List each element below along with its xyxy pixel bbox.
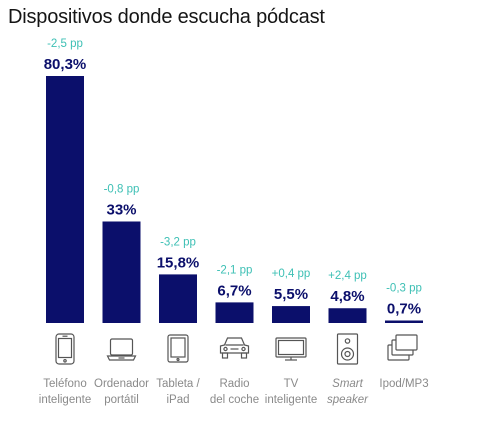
- change-label-2: -0,8 pp: [104, 183, 140, 195]
- change-label-3: -3,2 pp: [160, 236, 196, 248]
- bar-4: [215, 302, 254, 323]
- bar-2: [102, 221, 141, 323]
- chart-title: Dispositivos donde escucha pódcast: [8, 6, 325, 28]
- speaker-icon: [336, 333, 359, 365]
- category-label-6: Smart speaker: [327, 378, 368, 406]
- change-label-1: -2,5 pp: [47, 38, 83, 50]
- value-label-3: 15,8%: [157, 254, 200, 271]
- bar-3: [159, 274, 197, 323]
- bar-7: [385, 320, 423, 323]
- change-label-6: +2,4 pp: [328, 270, 367, 282]
- tablet-icon: [167, 334, 189, 363]
- bar-1: [46, 76, 84, 323]
- category-label-4: Radio del coche: [209, 378, 260, 406]
- value-label-2: 33%: [106, 201, 136, 218]
- change-label-4: -2,1 pp: [217, 264, 253, 276]
- tv-icon: [275, 337, 307, 361]
- category-label-2: Ordenador portátil: [94, 378, 149, 406]
- value-label-5: 5,5%: [274, 286, 308, 303]
- category-label-5: TV inteligente: [264, 378, 318, 406]
- value-label-1: 80,3%: [44, 56, 87, 73]
- car-icon: [219, 337, 250, 359]
- bar-6: [328, 308, 367, 323]
- change-label-7: -0,3 pp: [386, 283, 422, 295]
- category-label-7: Ipod/MP3: [379, 378, 429, 390]
- bar-5: [272, 306, 310, 323]
- smartphone-icon: [55, 333, 75, 365]
- category-label-1: Teléfono inteligente: [38, 378, 92, 406]
- change-label-5: +0,4 pp: [272, 268, 311, 280]
- laptop-icon: [106, 338, 137, 361]
- value-label-6: 4,8%: [330, 288, 364, 305]
- mp3-player-icon: [387, 334, 418, 361]
- category-label-3: Tableta / iPad: [156, 378, 200, 406]
- value-label-7: 0,7%: [387, 301, 421, 318]
- value-label-4: 6,7%: [217, 282, 251, 299]
